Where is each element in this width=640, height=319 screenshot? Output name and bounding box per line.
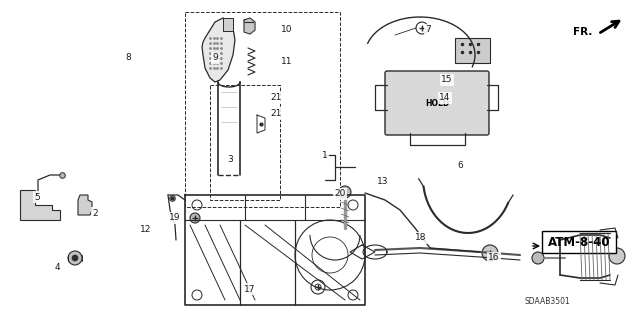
FancyBboxPatch shape (385, 71, 489, 135)
Polygon shape (244, 18, 255, 34)
Circle shape (68, 251, 82, 265)
Circle shape (532, 252, 544, 264)
Polygon shape (20, 190, 60, 220)
Circle shape (609, 248, 625, 264)
Text: 14: 14 (439, 93, 451, 102)
Text: 7: 7 (425, 26, 431, 34)
Polygon shape (78, 195, 92, 215)
Text: 6: 6 (457, 160, 463, 169)
Text: HOLD: HOLD (425, 99, 449, 108)
Text: 2: 2 (92, 209, 98, 218)
Text: 17: 17 (244, 285, 256, 293)
Text: 13: 13 (377, 176, 388, 186)
Text: FR.: FR. (573, 27, 592, 37)
Bar (210, 85, 280, 200)
Text: 18: 18 (415, 234, 427, 242)
Circle shape (72, 255, 78, 261)
Text: 4: 4 (54, 263, 60, 272)
Circle shape (482, 245, 498, 261)
Text: 8: 8 (125, 53, 131, 62)
Text: 21: 21 (270, 109, 282, 118)
Text: 1: 1 (322, 152, 328, 160)
Text: 20: 20 (334, 189, 346, 198)
Circle shape (190, 213, 200, 223)
Text: 19: 19 (169, 213, 180, 222)
Text: 21: 21 (270, 93, 282, 102)
Bar (185, 12, 340, 207)
Polygon shape (202, 18, 235, 82)
FancyBboxPatch shape (542, 231, 616, 253)
Text: 10: 10 (281, 25, 292, 33)
Bar (455, 38, 490, 63)
Text: 9: 9 (212, 54, 218, 63)
Text: 15: 15 (441, 76, 452, 85)
Text: 16: 16 (488, 254, 500, 263)
Bar (223, 18, 233, 31)
Text: 5: 5 (34, 192, 40, 202)
Circle shape (339, 186, 351, 198)
Text: SDAAB3501: SDAAB3501 (524, 298, 570, 307)
Text: ATM-8-40: ATM-8-40 (548, 235, 611, 249)
Text: 12: 12 (140, 226, 152, 234)
Text: 11: 11 (281, 56, 292, 65)
Text: 3: 3 (227, 155, 233, 165)
